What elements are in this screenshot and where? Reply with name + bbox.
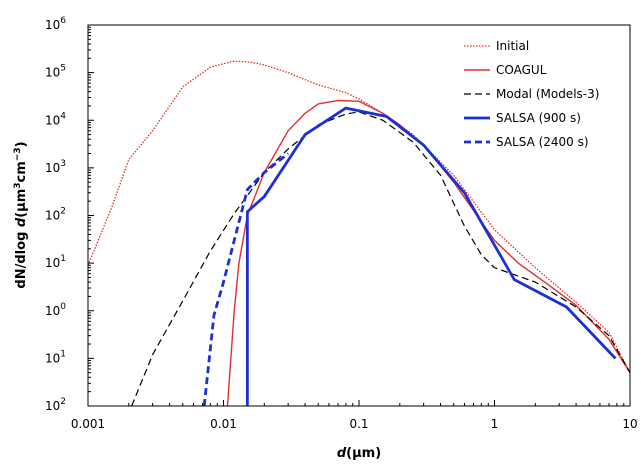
x-axis-title-symbol: d — [337, 446, 347, 461]
y-tick-label: 104 — [45, 111, 66, 127]
y-tick-label: 101 — [45, 254, 66, 270]
series-salsa-900-s — [245, 106, 617, 406]
plot-area — [87, 24, 631, 407]
x-tick-label: 0.01 — [210, 417, 237, 431]
x-tick-label: 1 — [491, 417, 499, 431]
series-salsa-2400-s — [202, 152, 290, 406]
x-axis-title: d(μm) — [337, 446, 381, 461]
y-tick-label: 103 — [45, 159, 66, 175]
y-axis-title-part: cm — [14, 161, 29, 182]
y-axis-title-part: (μm — [14, 189, 29, 218]
legend: Initial COAGUL Modal (Models-3) SALSA (900 … — [464, 39, 599, 149]
series-modal-models-3 — [131, 111, 630, 406]
y-tick-label: 106 — [45, 16, 66, 32]
y-tick-label: 102 — [45, 207, 66, 223]
x-axis: 0.001 0.01 0.1 1 10 — [71, 400, 638, 431]
y-tick-label: 100 — [45, 302, 66, 318]
y-axis-title-part: d — [14, 217, 29, 227]
y-axis-title-part: ) — [14, 141, 29, 147]
y-axis-title-part: dN/dlog — [14, 227, 29, 288]
legend-label: COAGUL — [496, 63, 547, 77]
y-axis: 106 105 104 103 102 101 100 101 102 — [45, 16, 94, 413]
legend-label: SALSA (900 s) — [496, 111, 581, 125]
y-axis-title-part: 3 — [13, 182, 23, 188]
legend-label: Modal (Models-3) — [496, 87, 599, 101]
y-tick-label: 101 — [45, 349, 66, 365]
legend-label: SALSA (2400 s) — [496, 135, 589, 149]
legend-label: Initial — [496, 39, 529, 53]
plot-background — [88, 25, 630, 406]
x-tick-label: 0.001 — [71, 417, 105, 431]
y-tick-label: 105 — [45, 64, 66, 80]
y-axis-title-part: −3 — [13, 147, 23, 161]
x-tick-label: 0.1 — [349, 417, 368, 431]
series-initial — [88, 60, 630, 374]
series-layer — [88, 60, 630, 406]
x-tick-label: 10 — [622, 417, 637, 431]
y-axis-title: dN/dlog d(μm3cm−3) — [13, 141, 29, 288]
y-tick-label: 102 — [45, 397, 66, 413]
x-axis-title-unit: (μm) — [346, 446, 381, 461]
